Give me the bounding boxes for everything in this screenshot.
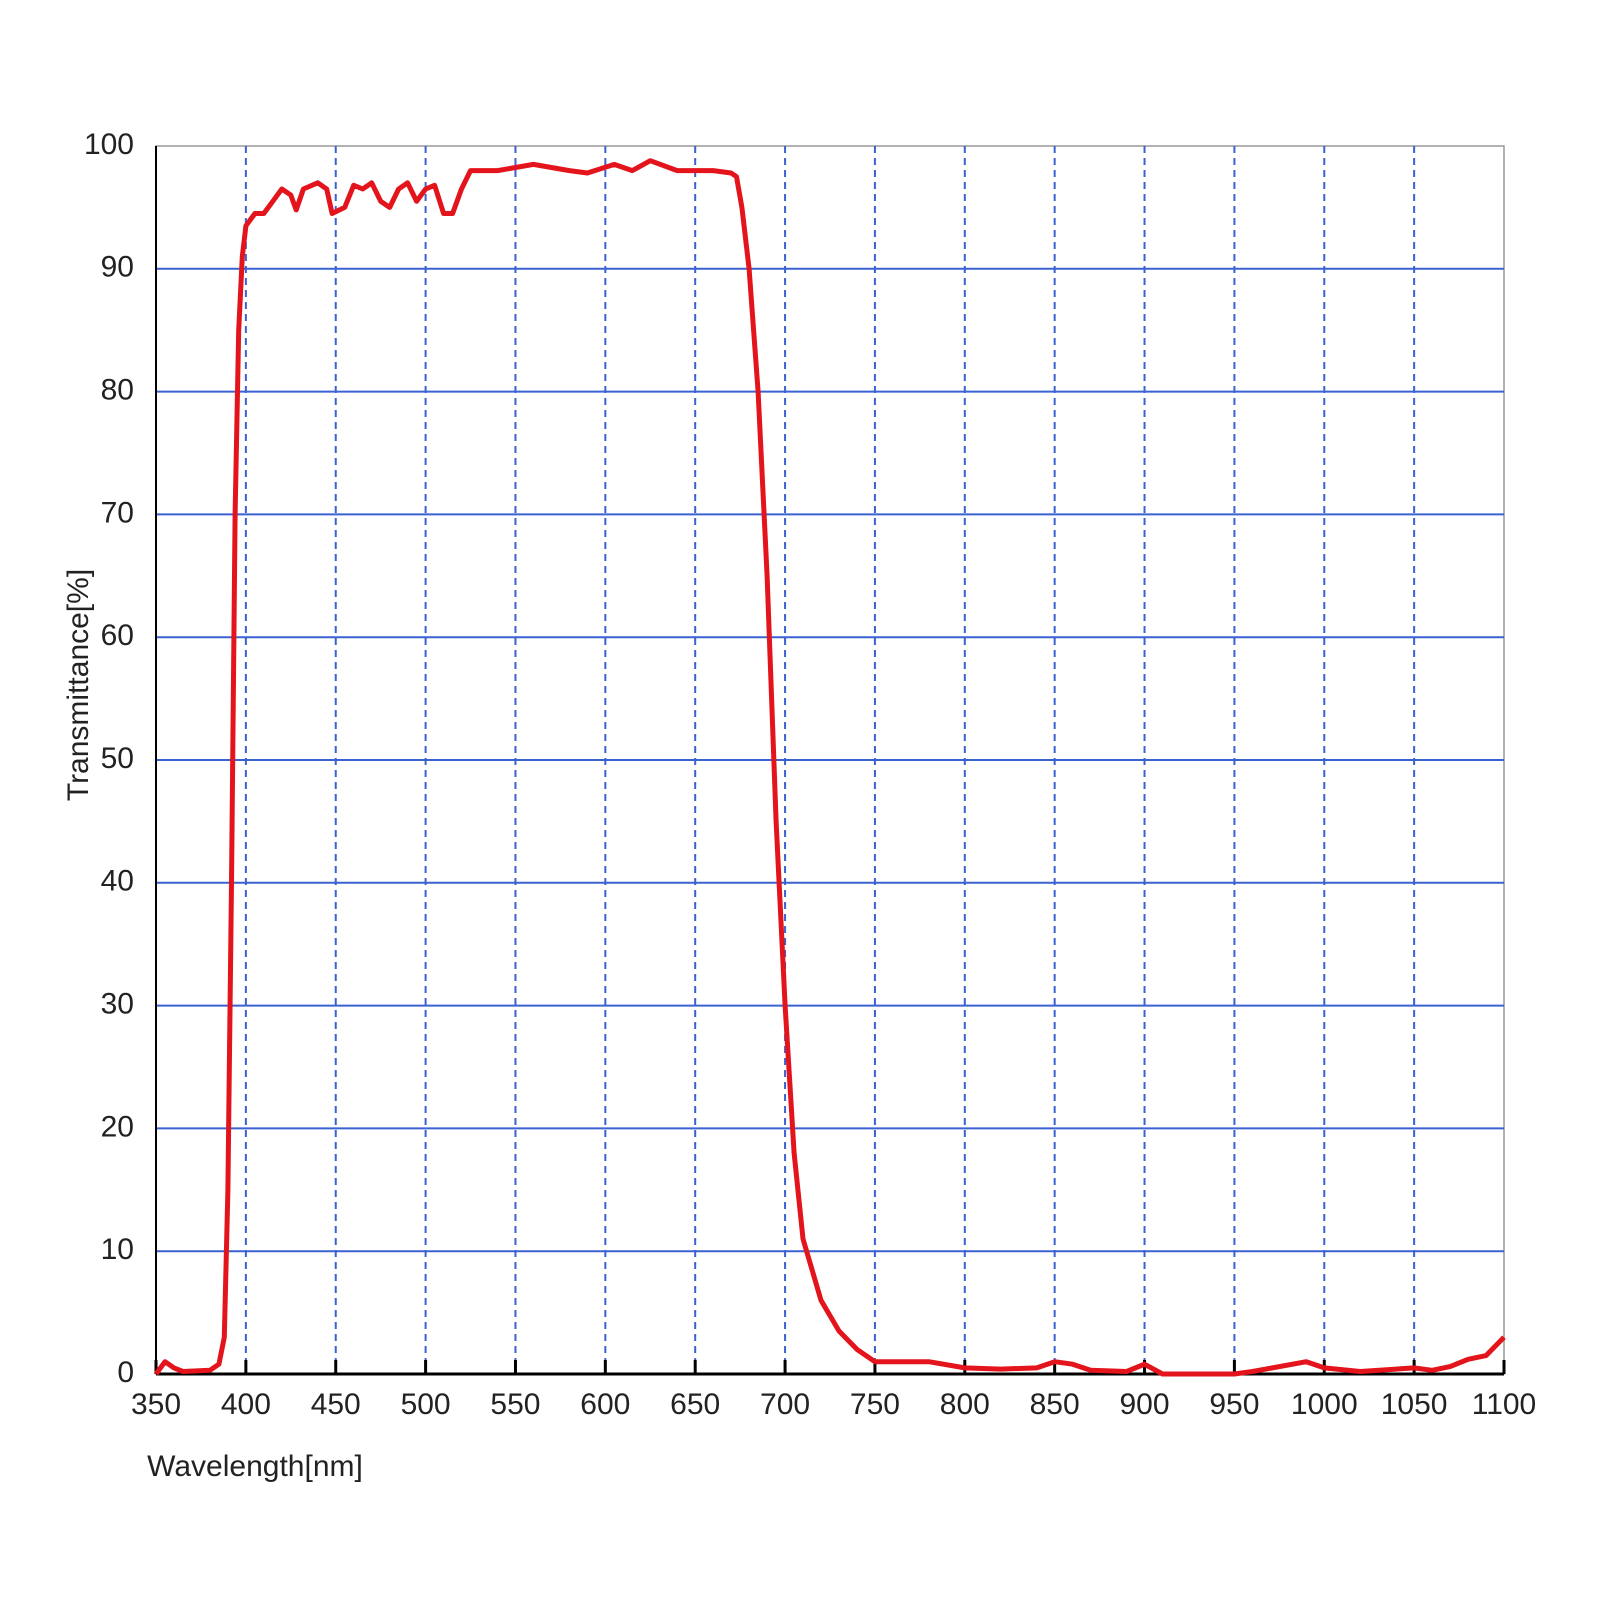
y-tick-label: 30 bbox=[101, 988, 134, 1021]
x-tick-label: 350 bbox=[131, 1388, 181, 1421]
y-tick-label: 50 bbox=[101, 742, 134, 775]
x-tick-label: 1050 bbox=[1381, 1388, 1448, 1421]
x-tick-label: 500 bbox=[401, 1388, 451, 1421]
y-tick-label: 60 bbox=[101, 619, 134, 652]
x-tick-label: 800 bbox=[940, 1388, 990, 1421]
x-tick-label: 600 bbox=[580, 1388, 630, 1421]
x-axis-label: Wavelength[nm] bbox=[147, 1450, 363, 1483]
x-tick-label: 700 bbox=[760, 1388, 810, 1421]
x-tick-label: 650 bbox=[670, 1388, 720, 1421]
y-axis-label: Transmittance[%] bbox=[62, 569, 95, 801]
y-tick-label: 10 bbox=[101, 1233, 134, 1266]
data-line bbox=[153, 158, 1506, 1377]
y-tick-label: 70 bbox=[101, 496, 134, 529]
y-tick-label: 20 bbox=[101, 1110, 134, 1143]
y-tick-label: 0 bbox=[117, 1356, 134, 1389]
y-tick-label: 100 bbox=[84, 128, 134, 161]
y-tick-label: 80 bbox=[101, 374, 134, 407]
x-tick-label: 550 bbox=[490, 1388, 540, 1421]
x-tick-label: 1100 bbox=[1472, 1388, 1537, 1421]
x-tick-label: 1000 bbox=[1291, 1388, 1358, 1421]
y-tick-label: 90 bbox=[101, 251, 134, 284]
x-tick-label: 950 bbox=[1209, 1388, 1259, 1421]
x-tick-label: 450 bbox=[311, 1388, 361, 1421]
x-tick-label: 850 bbox=[1030, 1388, 1080, 1421]
x-tick-label: 900 bbox=[1120, 1388, 1170, 1421]
x-tick-label: 750 bbox=[850, 1388, 900, 1421]
x-tick-label: 400 bbox=[221, 1388, 271, 1421]
y-tick-label: 40 bbox=[101, 865, 134, 898]
